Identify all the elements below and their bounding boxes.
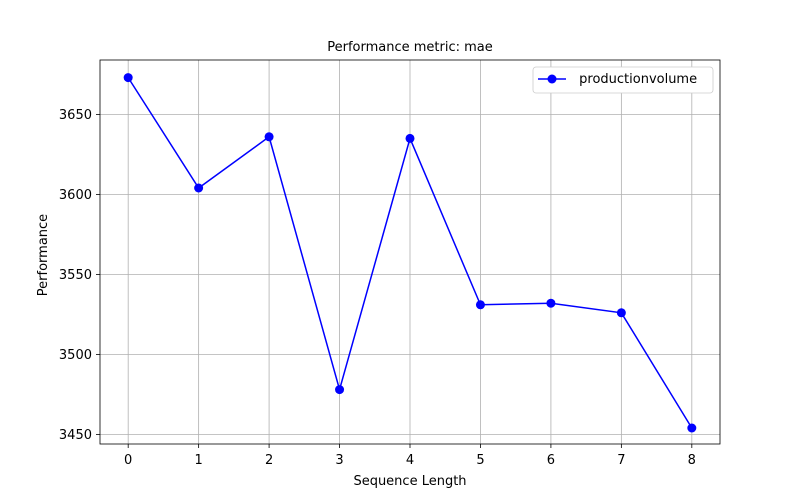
data-point-0-0 — [123, 73, 133, 83]
data-point-0-8 — [687, 423, 697, 433]
data-point-0-5 — [475, 300, 485, 310]
data-point-0-6 — [546, 298, 556, 308]
data-point-0-2 — [264, 132, 274, 142]
legend-box — [532, 66, 714, 94]
x-tick-label-5: 5 — [476, 453, 484, 468]
y-tick-label-0: 3450 — [59, 428, 92, 443]
x-tick-label-2: 2 — [265, 453, 273, 468]
data-point-0-3 — [335, 385, 345, 395]
y-tick-label-3: 3600 — [59, 188, 92, 203]
legend: productionvolume — [532, 66, 714, 94]
x-tick-label-0: 0 — [124, 453, 132, 468]
y-axis-label: Performance — [36, 214, 51, 296]
y-tick-label-2: 3550 — [59, 268, 92, 283]
data-point-0-1 — [194, 183, 204, 193]
grid-lines — [100, 60, 720, 444]
x-tick-label-8: 8 — [688, 453, 696, 468]
data-point-0-7 — [616, 308, 626, 318]
chart-title: Performance metric: mae — [327, 40, 493, 55]
x-axis-ticks: 0 1 2 3 4 5 6 7 8 — [124, 444, 696, 468]
y-tick-label-4: 3650 — [59, 108, 92, 123]
y-tick-label-1: 3500 — [59, 348, 92, 363]
x-tick-label-1: 1 — [194, 453, 202, 468]
x-tick-label-4: 4 — [406, 453, 414, 468]
x-tick-label-6: 6 — [547, 453, 555, 468]
x-axis-label: Sequence Length — [353, 474, 466, 489]
x-tick-label-3: 3 — [335, 453, 343, 468]
legend-marker-swatch — [547, 74, 557, 84]
x-tick-label-7: 7 — [617, 453, 625, 468]
data-point-0-4 — [405, 133, 415, 143]
y-axis-ticks: 3450 3500 3550 3600 3650 — [59, 108, 100, 443]
series-group — [123, 73, 697, 433]
legend-label: productionvolume — [575, 72, 697, 87]
